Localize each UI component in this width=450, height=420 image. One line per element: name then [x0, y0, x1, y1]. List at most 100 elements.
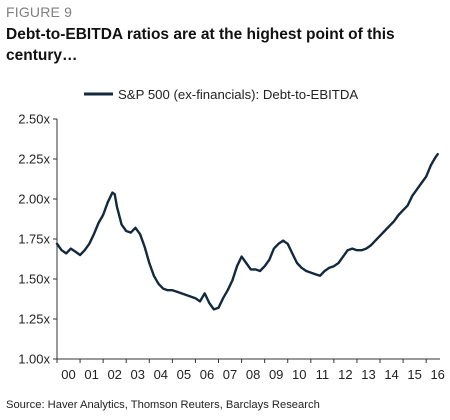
- legend: S&P 500 (ex-financials): Debt-to-EBITDA: [84, 87, 358, 102]
- data-point: [180, 292, 183, 295]
- data-point: [93, 233, 95, 236]
- data-point: [356, 249, 358, 252]
- data-point: [65, 252, 68, 255]
- data-point: [402, 209, 404, 212]
- data-point: [157, 282, 160, 285]
- data-point: [113, 193, 116, 196]
- data-point: [153, 274, 155, 277]
- data-point: [245, 262, 248, 264]
- data-point: [129, 231, 132, 234]
- data-point: [374, 239, 377, 242]
- data-point: [263, 265, 266, 268]
- data-point: [69, 247, 72, 250]
- data-point: [120, 223, 123, 226]
- data-point: [74, 250, 77, 253]
- data-point: [162, 287, 165, 290]
- x-tick-label: 05: [177, 367, 191, 382]
- data-point: [116, 206, 118, 208]
- data-point: [111, 191, 114, 194]
- x-tick-label: 15: [407, 367, 421, 382]
- data-point: [60, 249, 63, 252]
- data-point: [416, 188, 418, 191]
- data-point: [249, 268, 252, 271]
- series-group: [55, 152, 439, 311]
- data-point: [194, 297, 197, 300]
- y-tick-label: 1.50x: [18, 272, 50, 287]
- x-tick-label: 14: [384, 367, 398, 382]
- data-point: [240, 255, 243, 258]
- y-tick-label: 1.75x: [18, 232, 50, 247]
- x-tick-label: 01: [84, 367, 98, 382]
- y-tick-label: 1.25x: [18, 312, 50, 327]
- data-point: [282, 239, 284, 242]
- data-point: [125, 230, 128, 232]
- data-point: [296, 262, 298, 264]
- data-point: [102, 214, 104, 216]
- x-tick-label: 16: [430, 367, 444, 382]
- y-tick-label: 2.25x: [18, 152, 50, 167]
- data-point: [309, 271, 312, 274]
- data-point: [176, 290, 178, 293]
- x-tick-label: 03: [131, 367, 145, 382]
- data-point: [314, 273, 317, 276]
- data-point: [436, 153, 439, 156]
- data-point: [342, 255, 344, 258]
- data-point: [346, 249, 349, 252]
- data-point: [333, 265, 335, 268]
- data-point: [199, 300, 201, 303]
- data-point: [226, 289, 229, 292]
- data-point: [143, 246, 146, 248]
- data-point: [337, 262, 340, 264]
- axes: [56, 119, 440, 360]
- data-point: [277, 242, 280, 245]
- x-tick-label: 08: [246, 367, 260, 382]
- data-point: [369, 244, 372, 247]
- x-tick-label: 11: [316, 367, 330, 382]
- x-tick-label: 09: [269, 367, 283, 382]
- legend-label: S&P 500 (ex-financials): Debt-to-EBITDA: [118, 87, 358, 102]
- data-point: [323, 270, 326, 272]
- data-point: [134, 226, 137, 229]
- data-point: [236, 265, 238, 268]
- x-tick-label: 07: [223, 367, 237, 382]
- y-tick-label: 2.50x: [18, 112, 50, 127]
- data-point: [222, 297, 225, 300]
- data-point: [305, 270, 308, 272]
- x-tick-label: 12: [338, 367, 352, 382]
- data-point: [254, 268, 257, 271]
- data-point: [328, 266, 331, 269]
- data-point: [213, 308, 215, 311]
- y-tick-label: 1.00x: [18, 352, 50, 367]
- data-point: [291, 252, 294, 255]
- source-note: Source: Haver Analytics, Thomson Reuters…: [6, 399, 320, 411]
- y-axis-ticks: 1.00x 1.25x 1.50x 1.75x 2.00x 2.25x 2.50x: [18, 112, 57, 367]
- data-point: [268, 258, 271, 261]
- series-line: [55, 152, 439, 311]
- x-tick-label: 02: [107, 367, 121, 382]
- figure-label: FIGURE 9: [6, 4, 73, 20]
- data-point: [231, 279, 234, 282]
- data-point: [360, 249, 363, 252]
- data-point: [300, 266, 303, 269]
- data-point: [56, 242, 58, 245]
- data-point: [208, 302, 211, 304]
- data-point: [106, 201, 109, 204]
- data-point: [79, 254, 81, 256]
- data-point: [319, 274, 321, 277]
- x-axis-ticks: 00 01 02 03 04 05 06 07 08 09 10 11 12 13 14 15 16: [56, 359, 445, 382]
- x-tick-label: 10: [292, 367, 306, 382]
- data-point: [171, 289, 174, 292]
- data-point: [97, 222, 100, 224]
- data-point: [434, 156, 437, 159]
- y-tick-label: 2.00x: [18, 192, 50, 207]
- x-tick-label: 04: [154, 367, 168, 382]
- data-point: [203, 292, 206, 295]
- data-point: [139, 233, 142, 236]
- x-tick-label: 13: [361, 367, 375, 382]
- data-point: [259, 270, 261, 272]
- data-point: [393, 220, 395, 223]
- data-point: [189, 295, 192, 298]
- x-tick-label: 00: [61, 367, 75, 382]
- data-point: [379, 234, 381, 237]
